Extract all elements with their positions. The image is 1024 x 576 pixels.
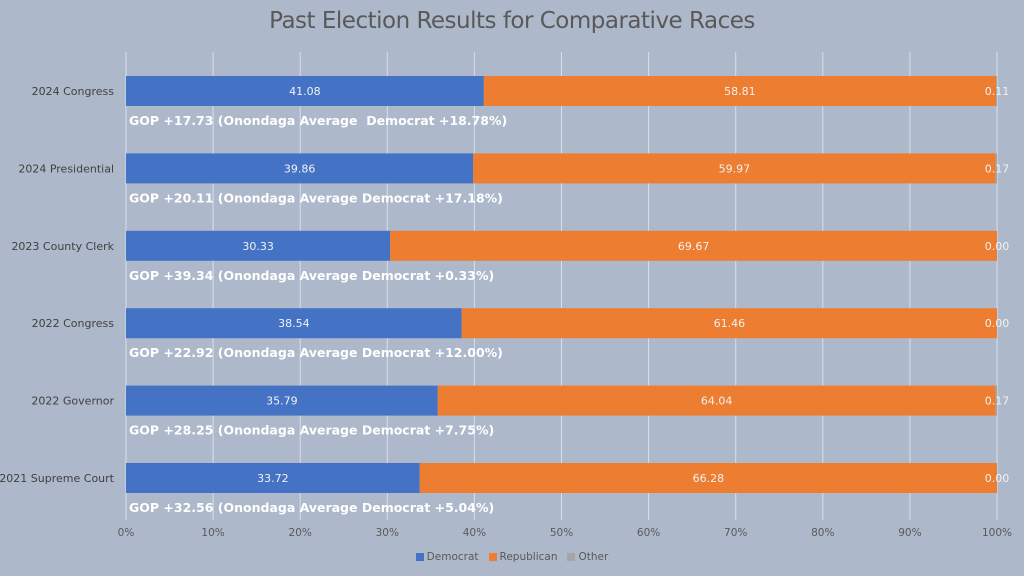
margin-annotation: GOP +22.92 (Onondaga Average Democrat +1… <box>129 345 503 360</box>
data-label-democrat: 39.86 <box>284 162 316 175</box>
data-label-other: 0.11 <box>985 85 1010 98</box>
x-tick-label: 90% <box>898 527 921 539</box>
data-label-republican: 58.81 <box>724 85 756 98</box>
bar-republican <box>419 463 998 493</box>
bar-democrat <box>126 76 484 106</box>
bar-republican <box>461 308 997 339</box>
bar-republican <box>483 76 997 106</box>
category-label: 2024 Presidential <box>18 162 114 175</box>
margin-annotation: GOP +39.34 (Onondaga Average Democrat +0… <box>129 268 494 283</box>
legend-label: Other <box>578 551 609 563</box>
bar-other <box>996 76 997 106</box>
margin-annotation: GOP +28.25 (Onondaga Average Democrat +7… <box>129 423 494 438</box>
category-label: 2023 County Clerk <box>11 240 114 253</box>
margin-annotation: GOP +17.73 (Onondaga Average Democrat +1… <box>129 113 507 128</box>
bars <box>126 76 998 493</box>
data-label-democrat: 35.79 <box>266 395 298 408</box>
bar-republican <box>473 153 996 184</box>
legend-label: Republican <box>499 551 558 563</box>
legend-item-democrat: Democrat <box>415 551 479 563</box>
data-label-republican: 59.97 <box>719 162 751 175</box>
margin-annotation: GOP +32.56 (Onondaga Average Democrat +5… <box>129 500 494 515</box>
bar-democrat <box>126 385 438 416</box>
gridlines <box>125 52 998 520</box>
legend-swatch-republican <box>488 553 497 561</box>
category-label: 2021 Supreme Court <box>0 472 115 485</box>
data-label-other: 0.17 <box>985 162 1010 175</box>
data-label-republican: 69.67 <box>678 240 710 253</box>
bar-democrat <box>126 308 462 339</box>
data-label-democrat: 30.33 <box>242 240 274 253</box>
category-label: 2022 Congress <box>32 317 115 330</box>
x-tick-label: 40% <box>463 527 486 539</box>
bar-republican <box>437 385 996 416</box>
labels: 0% 10% 20% 30% 40% 50% 60% 70% 80% 90% 100% 2024 Co… <box>0 85 1012 539</box>
x-tick-label: 10% <box>201 527 224 539</box>
x-tick-label: 60% <box>637 527 660 539</box>
margin-annotation: GOP +20.11 (Onondaga Average Democrat +1… <box>129 190 503 205</box>
data-label-republican: 64.04 <box>701 395 733 408</box>
x-tick-label: 100% <box>982 527 1012 539</box>
legend-item-other: Other <box>567 551 608 563</box>
legend: Democrat Republican Other <box>0 551 1024 563</box>
legend-item-republican: Republican <box>488 551 558 563</box>
data-label-other: 0.00 <box>985 472 1010 485</box>
bar-other <box>995 153 997 184</box>
legend-label: Democrat <box>426 551 479 563</box>
x-tick-label: 0% <box>118 527 135 539</box>
bar-republican <box>390 230 997 261</box>
category-label: 2022 Governor <box>31 395 114 408</box>
data-label-democrat: 33.72 <box>257 472 289 485</box>
x-tick-label: 70% <box>724 527 747 539</box>
legend-swatch-democrat <box>415 553 424 561</box>
data-label-other: 0.00 <box>985 240 1010 253</box>
data-label-republican: 61.46 <box>714 317 746 330</box>
x-tick-label: 50% <box>550 527 573 539</box>
category-label: 2024 Congress <box>32 85 115 98</box>
data-label-other: 0.00 <box>985 317 1010 330</box>
x-tick-label: 20% <box>289 527 312 539</box>
chart-title: Past Election Results for Comparative Ra… <box>269 8 755 34</box>
legend-swatch-other <box>567 553 576 561</box>
bar-democrat <box>126 153 474 184</box>
bar-other <box>995 385 997 416</box>
bar-democrat <box>126 463 420 493</box>
x-tick-label: 30% <box>376 527 399 539</box>
data-label-democrat: 38.54 <box>278 317 310 330</box>
data-label-republican: 66.28 <box>693 472 725 485</box>
data-label-democrat: 41.08 <box>289 85 321 98</box>
data-label-other: 0.17 <box>985 395 1010 408</box>
bar-democrat <box>126 230 391 261</box>
x-tick-label: 80% <box>811 527 834 539</box>
